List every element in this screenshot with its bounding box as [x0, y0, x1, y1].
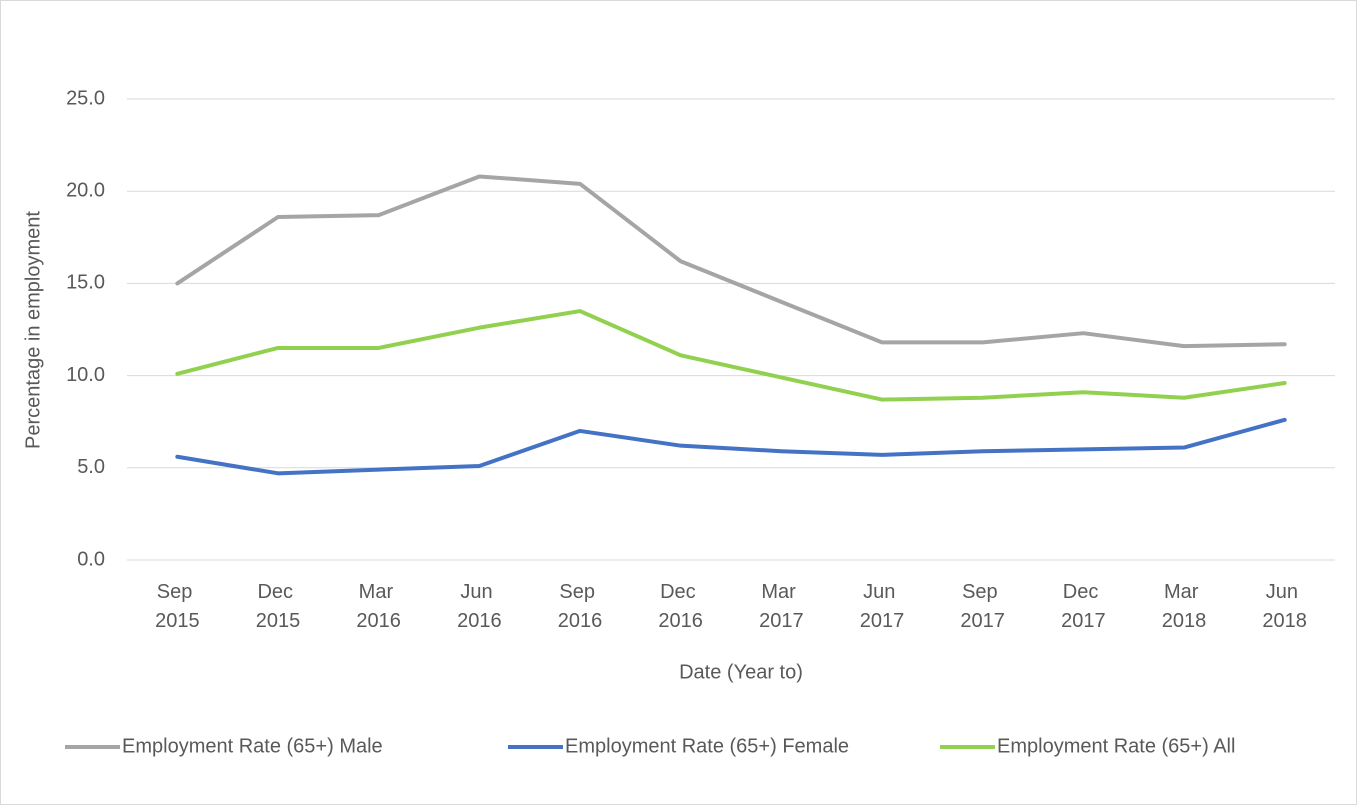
- x-tick-label: Jun 2016: [457, 581, 502, 632]
- x-tick-label: Jun 2018: [1262, 581, 1307, 632]
- series-line: [175, 309, 1287, 402]
- legend-label: Employment Rate (65+) Male: [122, 735, 383, 757]
- x-tick-label: Mar 2017: [759, 581, 804, 632]
- x-tick-label: Dec 2015: [256, 581, 301, 632]
- y-tick-label: 20.0: [66, 179, 105, 201]
- x-tick-label: Dec 2016: [658, 581, 703, 632]
- series-line: [175, 417, 1287, 476]
- series-line: [175, 174, 1287, 349]
- x-tick-label: Sep 2017: [960, 581, 1005, 632]
- x-tick-label: Mar 2016: [356, 581, 401, 632]
- x-tick-label: Sep 2015: [155, 581, 200, 632]
- y-tick-label: 0.0: [77, 548, 105, 570]
- x-tick-label: Dec 2017: [1061, 581, 1106, 632]
- x-tick-label: Jun 2017: [860, 581, 905, 632]
- y-tick-label: 15.0: [66, 272, 105, 294]
- x-tick-label: Sep 2016: [558, 581, 603, 632]
- x-tick-label: Mar 2018: [1162, 581, 1207, 632]
- legend-label: Employment Rate (65+) All: [997, 735, 1235, 757]
- y-tick-label: 10.0: [66, 364, 105, 386]
- y-tick-label: 25.0: [66, 87, 105, 109]
- x-axis-label: Date (Year to): [679, 661, 803, 683]
- legend-label: Employment Rate (65+) Female: [565, 735, 849, 757]
- y-tick-label: 5.0: [77, 456, 105, 478]
- y-axis-label: Percentage in employment: [22, 211, 44, 449]
